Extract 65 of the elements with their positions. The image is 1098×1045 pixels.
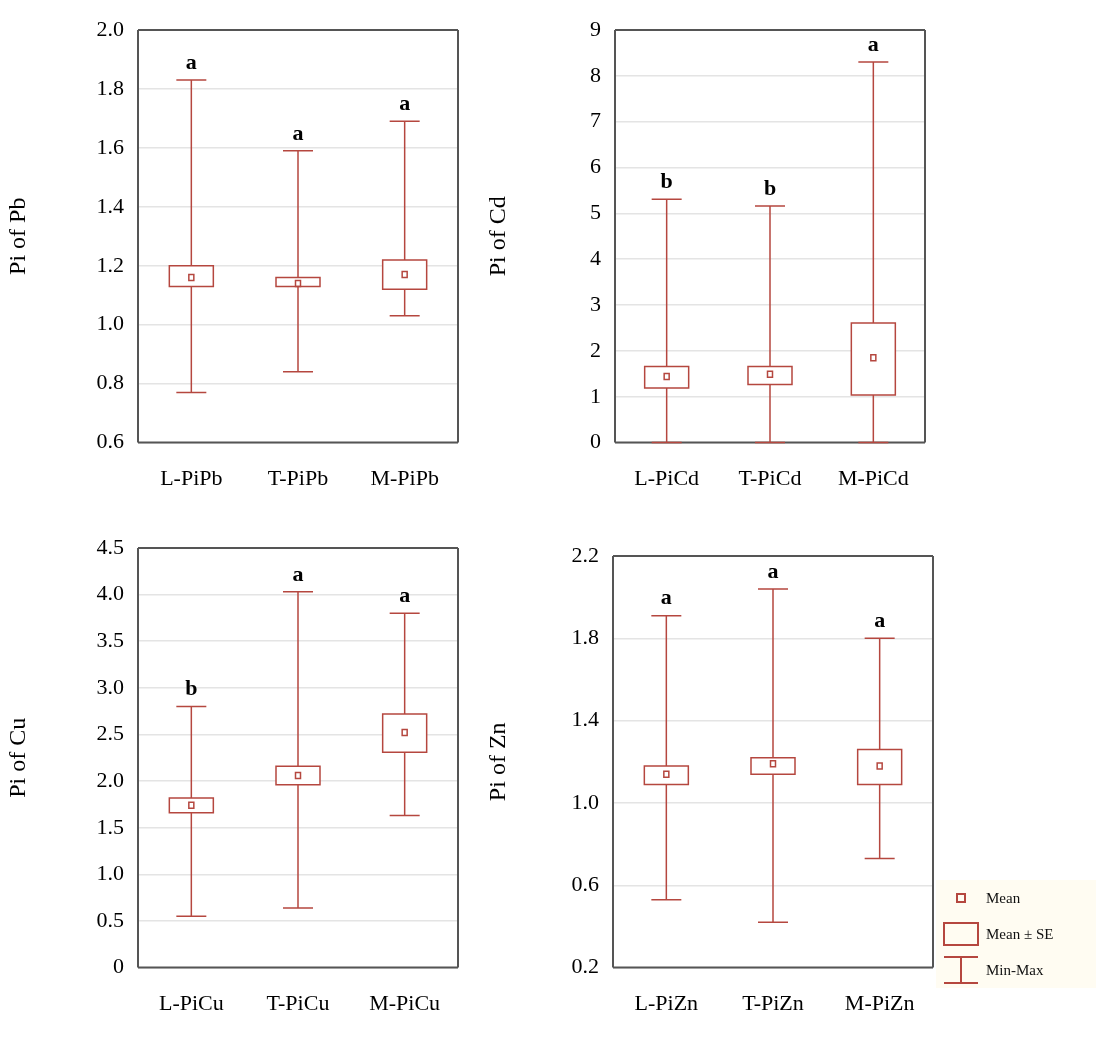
annotation: a [292, 119, 304, 145]
x-tick-label: M-PiZn [844, 989, 915, 1015]
annotation: a [874, 607, 886, 633]
y-tick-label: 1.0 [571, 788, 599, 814]
x-tick-label: T-PiCd [738, 464, 802, 490]
y-tick-label: 0 [113, 953, 124, 979]
y-tick-label: 2.2 [571, 541, 599, 567]
y-tick-label: 0.5 [96, 906, 124, 932]
x-tick-label: M-PiCd [837, 464, 909, 490]
x-tick-label: T-PiZn [742, 989, 804, 1015]
y-tick-label: 0.6 [571, 871, 599, 897]
annotation: a [185, 48, 197, 74]
y-tick-label: 5 [590, 199, 601, 225]
y-tick-label: 0.2 [571, 953, 599, 979]
y-tick-label: 3.5 [96, 627, 124, 653]
x-tick-label: T-PiPb [267, 464, 329, 490]
y-tick-label: 4.0 [96, 580, 124, 606]
y-tick-label: 1.4 [571, 706, 599, 732]
x-tick-label: T-PiCu [266, 989, 330, 1015]
y-tick-label: 4 [590, 245, 601, 270]
y-tick-label: 3.0 [96, 673, 124, 699]
y-tick-label: 1 [590, 382, 601, 408]
annotation: a [867, 30, 879, 56]
y-tick-label: 1.8 [571, 624, 599, 650]
x-tick-label: L-PiCu [158, 989, 224, 1015]
annotation: a [399, 581, 411, 607]
y-tick-label: 7 [590, 107, 601, 133]
y-tick-label: 1.4 [96, 192, 124, 218]
y-axis-title: Pi of Cd [483, 196, 510, 277]
text: Mean ± SE [986, 925, 1054, 943]
text: Min-Max [986, 961, 1044, 979]
y-tick-label: 2.5 [96, 720, 124, 746]
y-tick-label: 6 [590, 153, 601, 179]
annotation: a [292, 560, 304, 586]
y-tick-label: 1.2 [96, 251, 124, 277]
annotation: b [660, 167, 673, 193]
text: Mean [986, 889, 1021, 907]
y-tick-label: 9 [590, 15, 601, 41]
y-tick-label: 3 [590, 290, 601, 316]
x-tick-label: L-PiZn [634, 989, 699, 1015]
y-tick-label: 1.0 [96, 310, 124, 336]
y-tick-label: 4.5 [96, 533, 124, 559]
x-tick-label: L-PiCd [634, 464, 700, 490]
annotation: b [185, 675, 198, 701]
y-tick-label: 2 [590, 336, 601, 362]
y-axis-title: Pi of Zn [483, 722, 510, 802]
annotation: a [660, 584, 672, 610]
y-tick-label: 8 [590, 61, 601, 87]
annotation: a [767, 557, 779, 583]
y-axis-title: Pi of Pb [3, 197, 30, 275]
y-axis-title: Pi of Cu [3, 717, 30, 798]
y-tick-label: 1.8 [96, 74, 124, 100]
y-tick-label: 0.6 [96, 428, 124, 454]
annotation: a [399, 90, 411, 116]
y-tick-label: 1.0 [96, 860, 124, 886]
annotation: b [763, 174, 777, 200]
x-tick-label: L-PiPb [160, 464, 223, 490]
y-tick-label: 2.0 [96, 15, 124, 41]
y-tick-label: 0 [590, 428, 601, 454]
x-tick-label: M-PiPb [370, 464, 439, 490]
y-tick-label: 1.5 [96, 813, 124, 839]
y-tick-label: 2.0 [96, 766, 124, 792]
y-tick-label: 0.8 [96, 369, 124, 395]
y-tick-label: 1.6 [96, 133, 124, 159]
x-tick-label: M-PiCu [369, 989, 441, 1015]
